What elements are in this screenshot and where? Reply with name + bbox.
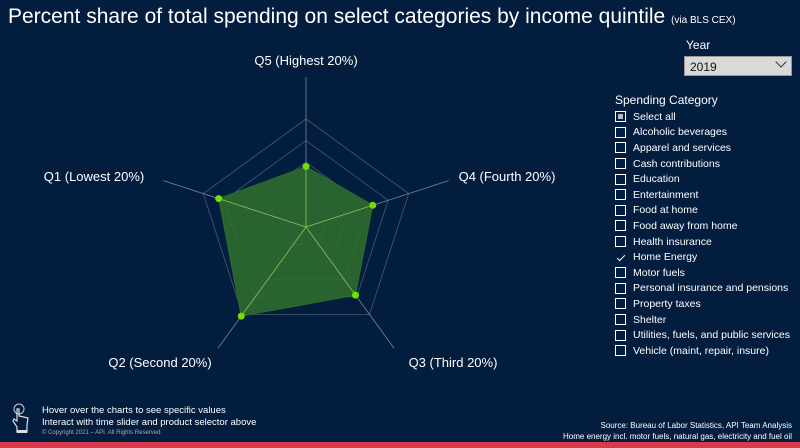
data-point[interactable] (369, 201, 377, 209)
year-dropdown[interactable]: 2019 (684, 56, 792, 76)
category-item-label: Health insurance (633, 235, 712, 248)
category-item[interactable]: Apparel and services (615, 140, 790, 156)
axis-inner-line (218, 198, 307, 228)
category-item[interactable]: Shelter (615, 312, 790, 328)
checkbox[interactable] (615, 329, 626, 341)
category-item-label: Education (633, 173, 680, 186)
hint-hover: Hover over the charts to see specific va… (42, 405, 226, 416)
category-item-label: Alcoholic beverages (633, 126, 727, 139)
footer-accent-bar (0, 442, 800, 448)
category-item-label: Personal insurance and pensions (633, 282, 789, 295)
checkbox[interactable] (615, 111, 626, 123)
checkbox[interactable] (615, 220, 626, 232)
category-item[interactable]: Entertainment (615, 187, 790, 203)
checkbox[interactable] (615, 282, 626, 294)
checkbox[interactable] (615, 298, 626, 310)
category-item-label: Shelter (633, 313, 667, 326)
copyright: © Copyright 2021 – API. All Rights Reser… (42, 430, 163, 436)
checkbox[interactable] (615, 126, 626, 138)
checkbox[interactable] (615, 314, 626, 326)
category-item-label: Home Energy (633, 251, 698, 264)
category-item[interactable]: Select all (615, 109, 790, 125)
category-item[interactable]: Vehicle (maint, repair, insure) (615, 343, 790, 359)
category-item-label: Select all (633, 110, 676, 123)
data-point[interactable] (237, 312, 245, 320)
hint-text: Hover over the charts to see specific va… (42, 405, 256, 429)
radar-chart: Q5 (Highest 20%) Q4 (Fourth 20%) Q3 (Third… (44, 53, 556, 370)
grid-ring (202, 118, 410, 315)
axis-inner-line (305, 226, 356, 296)
axis-label: Q2 (Second 20%) (108, 355, 211, 370)
axis-inner-line (305, 204, 373, 228)
category-item[interactable]: Food at home (615, 203, 790, 219)
category-item[interactable]: Cash contributions (615, 156, 790, 172)
checkbox[interactable] (615, 173, 626, 185)
category-item-label: Food away from home (633, 219, 738, 232)
category-item-label: Food at home (633, 204, 698, 217)
checkbox[interactable] (615, 252, 626, 263)
category-item-label: Entertainment (633, 188, 699, 201)
title-note: (via BLS CEX) (671, 15, 736, 26)
axis-label: Q3 (Third 20%) (409, 355, 498, 370)
category-item[interactable]: Home Energy (615, 249, 790, 265)
data-point[interactable] (302, 163, 310, 171)
category-item[interactable]: Utilities, fuels, and public services (615, 327, 790, 343)
category-item[interactable]: Motor fuels (615, 265, 790, 281)
year-label: Year (686, 38, 711, 52)
category-filter-label: Spending Category (615, 93, 718, 107)
category-item[interactable]: Food away from home (615, 218, 790, 234)
category-item-label: Apparel and services (633, 141, 732, 154)
checkbox[interactable] (615, 204, 626, 216)
category-filter-list: Select all Alcoholic beverages Apparel and… (615, 109, 790, 359)
category-item[interactable]: Property taxes (615, 296, 790, 312)
checkbox[interactable] (615, 142, 626, 154)
category-item[interactable]: Alcoholic beverages (615, 125, 790, 141)
category-item-label: Motor fuels (633, 266, 685, 279)
axis-label: Q1 (Lowest 20%) (44, 169, 144, 184)
page-title: Percent share of total spending on selec… (8, 5, 736, 28)
checkbox[interactable] (615, 158, 626, 170)
data-point[interactable] (215, 195, 223, 203)
chevron-down-icon (775, 56, 787, 68)
footnote-text: Home energy incl. motor fuels, natural g… (563, 432, 792, 441)
year-value: 2019 (690, 60, 717, 74)
category-item[interactable]: Personal insurance and pensions (615, 281, 790, 297)
hand-pointer-icon (12, 403, 29, 433)
axis-inner-line (240, 226, 307, 317)
category-item-label: Vehicle (maint, repair, insure) (633, 344, 769, 357)
category-item[interactable]: Education (615, 171, 790, 187)
axis-label: Q5 (Highest 20%) (254, 53, 357, 68)
category-item-label: Property taxes (633, 297, 701, 310)
data-point[interactable] (352, 291, 360, 299)
source-note: Source: Bureau of Labor Statistics, API … (563, 420, 792, 442)
checkbox[interactable] (615, 236, 626, 248)
checkbox[interactable] (615, 189, 626, 201)
hint-interact: Interact with time slider and product se… (42, 417, 257, 428)
category-item-label: Cash contributions (633, 157, 720, 170)
source-text: Source: Bureau of Labor Statistics, API … (600, 421, 792, 430)
checkbox[interactable] (615, 345, 626, 357)
checkbox[interactable] (615, 267, 626, 279)
axis-label: Q4 (Fourth 20%) (459, 169, 556, 184)
category-item[interactable]: Health insurance (615, 234, 790, 250)
category-item-label: Utilities, fuels, and public services (633, 329, 790, 342)
